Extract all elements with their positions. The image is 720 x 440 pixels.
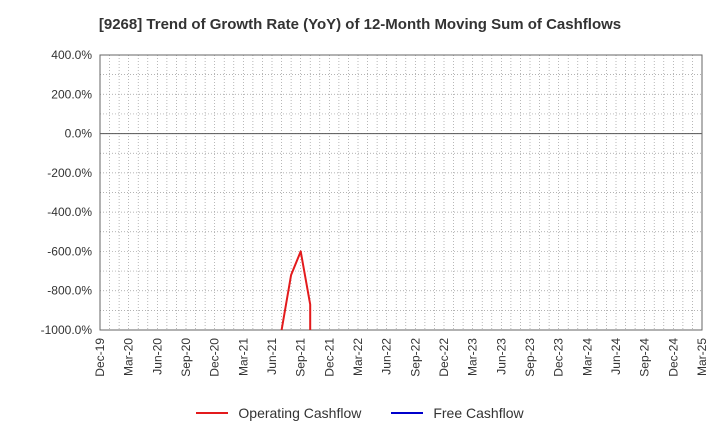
x-tick-label: Mar-21: [236, 338, 250, 376]
x-tick-label: Jun-21: [265, 338, 279, 375]
x-tick-label: Jun-23: [494, 338, 508, 375]
legend-item-operating-cashflow: Operating Cashflow: [196, 405, 361, 421]
x-tick-label: Dec-20: [208, 338, 222, 377]
x-tick-label: Dec-21: [322, 338, 336, 377]
legend-label-operating-cashflow: Operating Cashflow: [238, 405, 362, 421]
x-tick-label: Jun-20: [150, 338, 164, 375]
legend-item-free-cashflow: Free Cashflow: [391, 405, 524, 421]
y-tick-label: -800.0%: [47, 284, 92, 298]
x-tick-label: Sep-22: [408, 338, 422, 377]
y-tick-label: -600.0%: [47, 244, 92, 258]
y-tick-label: 200.0%: [51, 87, 92, 101]
y-tick-label: 400.0%: [51, 48, 92, 62]
x-tick-label: Mar-24: [580, 338, 594, 376]
x-tick-label: Jun-24: [609, 338, 623, 375]
legend: Operating Cashflow Free Cashflow: [0, 405, 720, 421]
y-tick-label: -400.0%: [47, 205, 92, 219]
x-tick-label: Mar-22: [351, 338, 365, 376]
y-tick-label: -200.0%: [47, 166, 92, 180]
chart-title: [9268] Trend of Growth Rate (YoY) of 12-…: [98, 16, 622, 33]
plot-frame: [99, 54, 703, 331]
x-tick-label: Dec-24: [666, 338, 680, 377]
series-line-operating-cashflow: [280, 250, 312, 331]
x-tick-label: Sep-24: [638, 338, 652, 377]
legend-swatch-operating-cashflow: [196, 412, 229, 414]
x-tick-label: Mar-25: [695, 338, 709, 376]
legend-swatch-free-cashflow: [391, 412, 424, 414]
legend-label-free-cashflow: Free Cashflow: [433, 405, 524, 421]
y-tick-label: -1000.0%: [41, 323, 93, 337]
x-tick-label: Jun-22: [380, 338, 394, 375]
x-tick-label: Dec-23: [552, 338, 566, 377]
x-tick-label: Sep-23: [523, 338, 537, 377]
x-tick-label: Mar-20: [122, 338, 136, 376]
x-tick-label: Sep-21: [294, 338, 308, 377]
x-tick-label: Mar-23: [466, 338, 480, 376]
x-tick-label: Dec-22: [437, 338, 451, 377]
x-tick-label: Sep-20: [179, 338, 193, 377]
x-tick-label: Dec-19: [93, 338, 107, 377]
y-tick-label: 0.0%: [65, 127, 93, 141]
